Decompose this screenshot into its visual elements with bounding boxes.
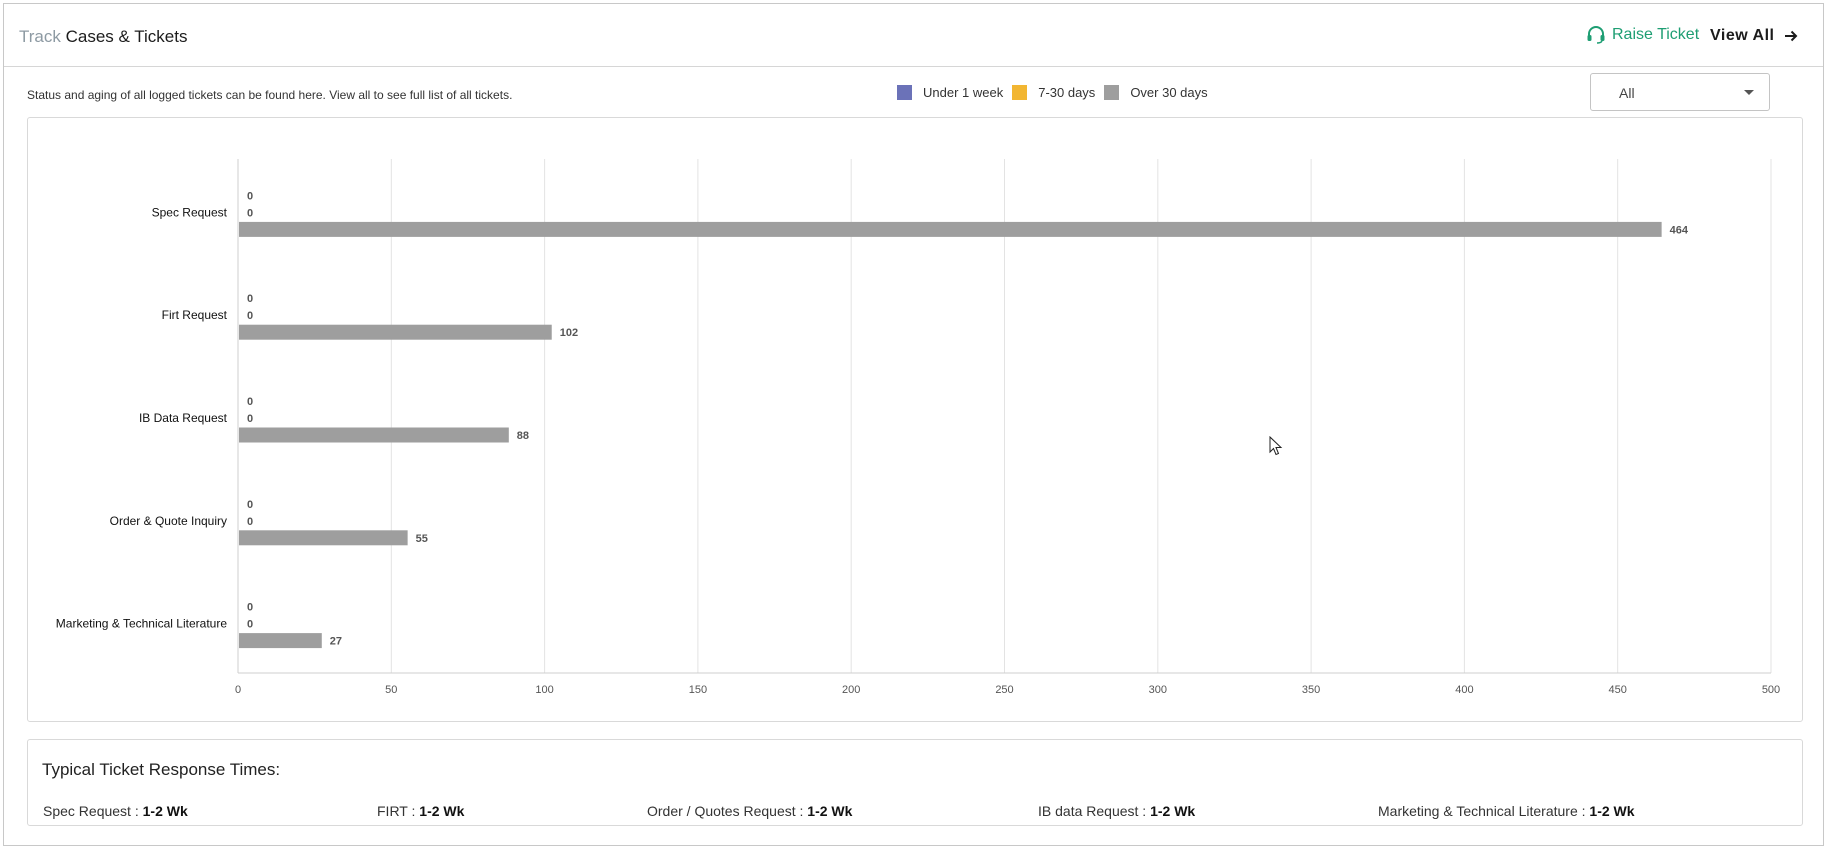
bar [239, 530, 408, 546]
data-label: 464 [1670, 224, 1689, 236]
response-label: IB data Request : [1038, 803, 1147, 819]
response-times-panel: Typical Ticket Response Times: Spec Requ… [27, 739, 1803, 826]
response-item-order-quotes: Order / Quotes Request : 1-2 Wk [647, 803, 852, 819]
cases-tickets-panel: Track Cases & Tickets Raise Ticket View … [3, 3, 1824, 846]
category-label: Order & Quote Inquiry [110, 514, 227, 528]
legend-item-7-30-days: 7-30 days [1012, 85, 1095, 100]
legend-swatch [1104, 85, 1120, 100]
response-item-ib-data: IB data Request : 1-2 Wk [1038, 803, 1195, 819]
description-text: Status and aging of all logged tickets c… [27, 88, 513, 102]
panel-header: Track Cases & Tickets Raise Ticket View … [4, 4, 1823, 67]
x-tick-label: 300 [1149, 684, 1167, 696]
x-tick-label: 250 [995, 684, 1013, 696]
category-label: IB Data Request [139, 411, 228, 425]
response-label: FIRT : [377, 803, 416, 819]
data-label: 0 [247, 413, 253, 425]
bar [239, 221, 1662, 237]
data-label: 0 [247, 293, 253, 305]
data-label: 55 [416, 533, 428, 545]
response-times-title: Typical Ticket Response Times: [42, 760, 281, 779]
data-label: 0 [247, 602, 253, 614]
view-all-label: View All [1710, 27, 1775, 44]
title-muted: Track [19, 27, 61, 46]
chevron-down-icon [1744, 90, 1754, 95]
bar [239, 427, 509, 443]
data-label: 102 [560, 327, 578, 339]
data-label: 27 [330, 636, 342, 648]
legend-item-under-1-week: Under 1 week [897, 85, 1003, 100]
data-label: 0 [247, 619, 253, 631]
data-label: 0 [247, 190, 253, 202]
x-tick-label: 200 [842, 684, 860, 696]
chart-legend: Under 1 week 7-30 days Over 30 days [897, 85, 1217, 100]
x-tick-label: 450 [1609, 684, 1627, 696]
response-item-firt: FIRT : 1-2 Wk [377, 803, 464, 819]
response-value: 1-2 Wk [1150, 803, 1196, 819]
x-tick-label: 150 [689, 684, 707, 696]
bar-chart: 0 50 100 150 200 250 300 350 400 450 500 Spec Reque… [56, 159, 1780, 696]
legend-label: Over 30 days [1130, 85, 1208, 100]
response-label: Order / Quotes Request : [647, 803, 804, 819]
data-label: 0 [247, 207, 253, 219]
response-item-spec-request: Spec Request : 1-2 Wk [43, 803, 188, 819]
x-tick-label: 400 [1455, 684, 1473, 696]
response-item-marketing-literature: Marketing & Technical Literature : 1-2 W… [1378, 803, 1635, 819]
x-tick-label: 50 [385, 684, 397, 696]
raise-ticket-label: Raise Ticket [1612, 26, 1700, 43]
bar [239, 633, 322, 649]
mouse-cursor-icon [1269, 436, 1283, 456]
data-label: 0 [247, 396, 253, 408]
legend-item-over-30-days: Over 30 days [1104, 85, 1208, 100]
x-tick-label: 0 [235, 684, 241, 696]
response-value: 1-2 Wk [419, 803, 465, 819]
legend-swatch [897, 85, 912, 100]
filter-selected-value: All [1619, 85, 1635, 101]
response-value: 1-2 Wk [142, 803, 188, 819]
category-label: Marketing & Technical Literature [56, 617, 228, 631]
chart-container: 0 50 100 150 200 250 300 350 400 450 500 Spec Reque… [27, 117, 1803, 722]
view-all-link[interactable]: View All [1710, 27, 1798, 45]
panel-title: Track Cases & Tickets [19, 27, 187, 47]
x-tick-label: 350 [1302, 684, 1320, 696]
response-label: Spec Request : [43, 803, 139, 819]
bar [239, 324, 552, 340]
category-label: Firt Request [162, 308, 228, 322]
headset-icon [1587, 26, 1605, 44]
x-tick-label: 500 [1762, 684, 1780, 696]
data-label: 88 [517, 430, 529, 442]
legend-label: 7-30 days [1038, 85, 1096, 100]
data-label: 0 [247, 516, 253, 528]
title-main: Cases & Tickets [65, 27, 188, 46]
x-tick-label: 100 [535, 684, 553, 696]
response-value: 1-2 Wk [807, 803, 853, 819]
raise-ticket-button[interactable]: Raise Ticket [1586, 26, 1699, 44]
filter-dropdown[interactable]: All [1590, 73, 1770, 111]
data-label: 0 [247, 310, 253, 322]
category-label: Spec Request [152, 205, 228, 219]
response-label: Marketing & Technical Literature : [1378, 803, 1586, 819]
response-value: 1-2 Wk [1589, 803, 1635, 819]
data-label: 0 [247, 499, 253, 511]
arrow-right-icon [1785, 30, 1798, 42]
legend-swatch [1012, 85, 1028, 100]
legend-label: Under 1 week [923, 85, 1004, 100]
